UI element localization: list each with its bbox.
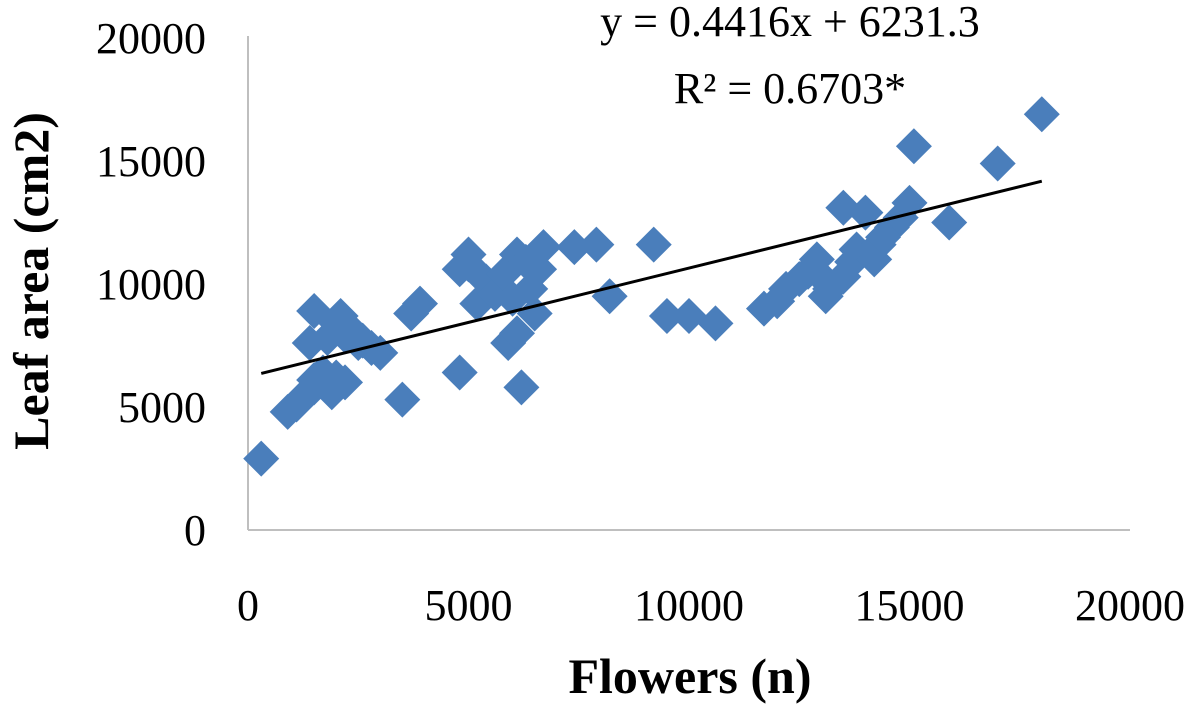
trendline-layer <box>260 179 1043 375</box>
y-tick-label: 15000 <box>96 137 206 186</box>
x-tick-label: 10000 <box>634 581 744 630</box>
data-point <box>635 226 672 263</box>
data-point <box>525 229 562 266</box>
data-point <box>441 354 478 391</box>
data-point <box>243 440 280 477</box>
equation-annotation: y = 0.4416x + 6231.3 <box>600 0 980 46</box>
data-point <box>476 275 513 312</box>
x-axis-title: Flowers (n) <box>569 648 812 704</box>
data-point <box>503 369 540 406</box>
data-point <box>401 285 438 322</box>
data-point <box>979 145 1016 182</box>
labels: y = 0.4416x + 6231.3 R² = 0.6703* Flower… <box>3 0 980 704</box>
data-point <box>556 229 593 266</box>
data-point <box>485 256 522 293</box>
data-point <box>895 128 932 165</box>
data-point <box>648 297 685 334</box>
x-tick-label: 20000 <box>1075 581 1185 630</box>
trendline <box>260 179 1043 375</box>
data-point <box>327 364 364 401</box>
data-point <box>384 381 421 418</box>
y-axis-title: Leaf area (cm2) <box>3 112 59 450</box>
data-point <box>1023 96 1060 133</box>
data-point <box>671 297 707 334</box>
data-point <box>521 251 558 288</box>
axes: 0 5000 10000 15000 20000 0 5000 10000 15000 20000 <box>96 14 1185 630</box>
data-point <box>697 305 734 342</box>
data-point <box>591 278 628 315</box>
y-tick-label: 10000 <box>96 260 206 309</box>
y-tick-label: 5000 <box>118 383 206 432</box>
data-point <box>499 315 536 352</box>
x-tick-label: 15000 <box>855 581 965 630</box>
data-point <box>362 334 399 371</box>
data-points <box>243 96 1060 477</box>
y-tick-label: 0 <box>184 506 206 555</box>
y-tick-label: 20000 <box>96 14 206 63</box>
r-squared-annotation: R² = 0.6703* <box>674 64 906 113</box>
x-tick-label: 5000 <box>425 581 513 630</box>
data-point <box>931 204 968 241</box>
x-tick-label: 0 <box>237 581 259 630</box>
data-point <box>578 226 615 263</box>
